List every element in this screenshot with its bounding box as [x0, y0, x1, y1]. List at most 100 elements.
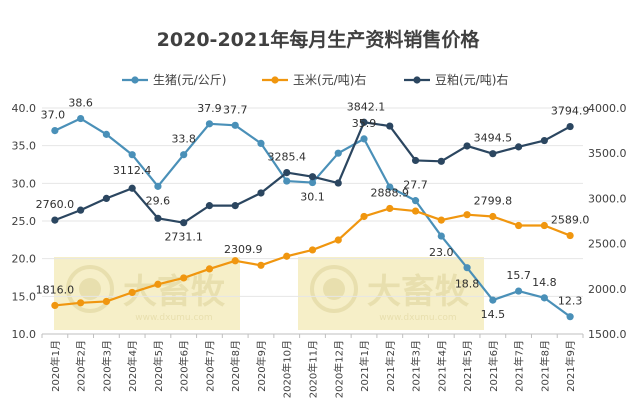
- data-point: [180, 274, 188, 282]
- data-point: [154, 182, 162, 190]
- x-tick-label: 2021年9月: [564, 340, 577, 392]
- data-point: [540, 136, 548, 145]
- y-left-tick-label: 20.0: [12, 253, 37, 266]
- data-label: 29.6: [146, 194, 171, 207]
- axis-layer: 10.0 15.0 20.0 25.0 30.0 35.0 40.0 1500.0 2000.0…: [12, 102, 627, 398]
- data-point: [257, 139, 265, 148]
- data-point: [334, 149, 342, 157]
- legend-label: 豆粕(元/吨)右: [435, 72, 508, 87]
- y-left-tick-label: 40.0: [12, 102, 37, 115]
- data-point: [334, 236, 342, 244]
- watermark-logo-icon: [323, 278, 345, 300]
- data-label: 1816.0: [36, 283, 75, 296]
- data-point: [411, 156, 420, 165]
- y-right-tick-label: 1500.0: [588, 328, 627, 341]
- data-point: [489, 212, 497, 221]
- watermark-logo-icon: [310, 265, 358, 313]
- data-point: [180, 219, 188, 227]
- data-point: [283, 252, 291, 260]
- data-point: [205, 120, 214, 128]
- data-point: [489, 150, 497, 158]
- x-tick-label: 2020年4月: [126, 340, 139, 392]
- x-tick-label: 2020年10月: [281, 340, 294, 398]
- x-tick-label: 2021年6月: [487, 340, 500, 392]
- data-label: 37.7: [223, 103, 248, 116]
- watermark-brand: 大畜牧: [367, 272, 470, 312]
- data-label: 38.6: [68, 97, 93, 110]
- data-label: 3494.5: [474, 132, 513, 145]
- data-point: [411, 207, 420, 215]
- data-label: 30.1: [300, 191, 325, 204]
- x-tick-label: 2021年1月: [358, 340, 371, 392]
- data-point: [308, 246, 317, 254]
- x-tick-label: 2021年7月: [513, 340, 526, 392]
- data-point: [77, 299, 85, 307]
- x-tick-label: 2020年8月: [229, 340, 242, 392]
- data-point: [128, 151, 136, 159]
- data-label: 37.9: [197, 102, 222, 115]
- y-right-tick-label: 3500.0: [588, 147, 627, 160]
- data-point: [334, 179, 342, 187]
- data-point: [77, 114, 85, 123]
- data-point: [51, 216, 59, 224]
- data-point: [566, 122, 574, 131]
- data-label: 15.7: [506, 269, 531, 282]
- data-point: [205, 202, 214, 210]
- data-label: 37.0: [41, 109, 66, 122]
- data-label: 2888.9: [371, 186, 410, 199]
- data-point: [102, 130, 111, 138]
- data-label: 18.8: [455, 278, 480, 291]
- data-point: [231, 257, 239, 265]
- data-label: 2731.1: [164, 231, 203, 244]
- data-point: [489, 296, 497, 304]
- data-label: 2589.0: [551, 214, 590, 227]
- legend-marker: [413, 76, 421, 84]
- data-label: 3112.4: [113, 164, 152, 177]
- watermark-url: www.dxumu.com: [135, 313, 212, 323]
- y-left-tick-label: 30.0: [12, 177, 37, 190]
- data-point: [128, 184, 136, 192]
- x-tick-label: 2020年1月: [49, 340, 62, 392]
- data-point: [102, 194, 111, 202]
- data-point: [566, 313, 574, 321]
- data-point: [360, 135, 368, 143]
- watermark-url: www.dxumu.com: [379, 313, 456, 323]
- legend-layer: 生猪(元/公斤) 玉米(元/吨)右 豆粕(元/吨)右: [122, 72, 508, 87]
- x-tick-label: 2020年9月: [255, 340, 268, 392]
- data-point: [257, 189, 265, 197]
- data-point: [514, 287, 523, 295]
- legend-marker: [131, 76, 139, 84]
- data-point: [540, 294, 548, 302]
- y-right-tick-label: 2500.0: [588, 238, 627, 251]
- label-layer: 37.038.6 29.6 33.8 37.9 37.7 30.1 35.9 27.7 23.0…: [36, 97, 590, 322]
- y-right-tick-label: 2000.0: [588, 283, 627, 296]
- y-left-tick-label: 25.0: [12, 215, 37, 228]
- watermark-logo-icon: [66, 265, 114, 313]
- series-layer: [51, 114, 574, 321]
- data-label: 12.3: [558, 295, 583, 308]
- x-tick-label: 2020年11月: [307, 340, 320, 398]
- x-tick-label: 2020年3月: [100, 340, 113, 392]
- data-point: [360, 118, 368, 126]
- data-label: 2760.0: [36, 198, 75, 211]
- data-label: 27.7: [403, 179, 428, 192]
- legend-marker: [271, 76, 279, 84]
- x-tick-label: 2020年6月: [178, 340, 191, 392]
- data-point: [283, 168, 291, 177]
- x-tick-label: 2020年12月: [332, 340, 345, 398]
- data-point: [231, 202, 239, 210]
- data-point: [308, 178, 317, 187]
- data-label: 14.5: [481, 308, 506, 321]
- data-point: [205, 265, 214, 273]
- watermark-logo-icon: [79, 278, 101, 300]
- data-label: 3794.9: [551, 105, 590, 118]
- data-point: [386, 204, 394, 213]
- data-label: 35.9: [352, 117, 377, 130]
- data-point: [437, 216, 445, 224]
- y-left-tick-label: 10.0: [12, 328, 37, 341]
- data-label: 2309.9: [224, 243, 263, 256]
- data-point: [77, 206, 85, 214]
- data-label: 3842.1: [347, 100, 386, 113]
- data-point: [180, 151, 188, 159]
